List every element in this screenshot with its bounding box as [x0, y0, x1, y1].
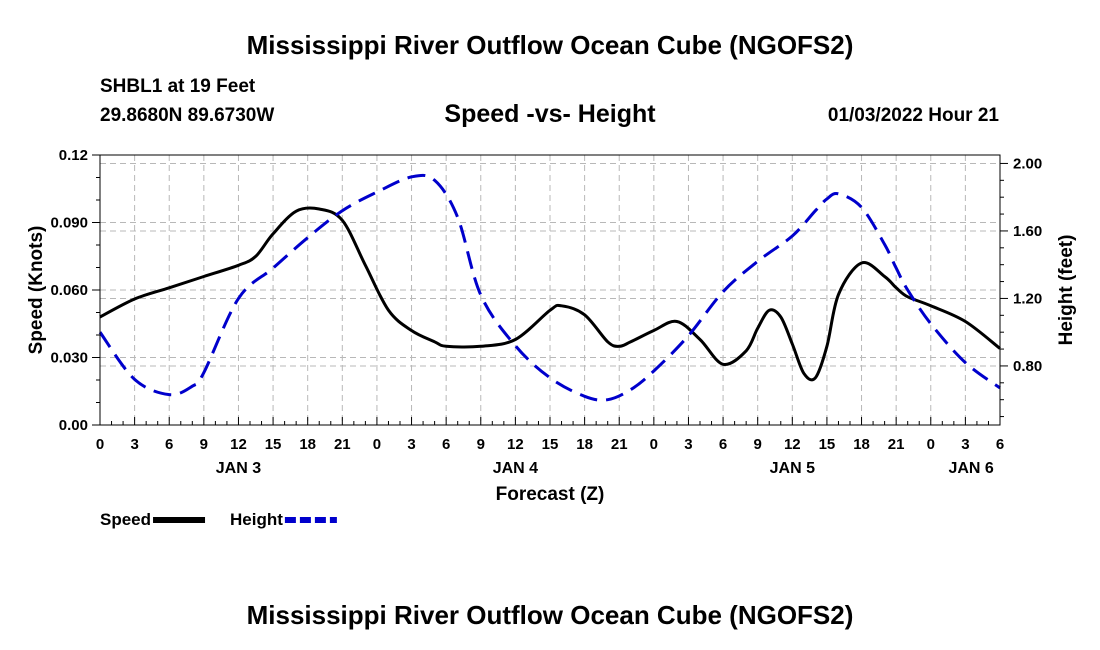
y-left-tick-label: 0.12 — [59, 147, 88, 164]
y-right-tick-label: 1.20 — [1013, 290, 1042, 307]
x-tick-label: 15 — [265, 436, 282, 453]
x-tick-label: 21 — [888, 436, 905, 453]
y-right-tick-label: 0.80 — [1013, 358, 1042, 375]
x-tick-label: 21 — [334, 436, 351, 453]
x-tick-label: 12 — [784, 436, 801, 453]
x-tick-label: 6 — [719, 436, 727, 453]
x-tick-label: 12 — [507, 436, 524, 453]
x-tick-label: 3 — [961, 436, 969, 453]
x-tick-label: 18 — [576, 436, 593, 453]
legend-label-speed: Speed — [100, 510, 151, 529]
legend: Speed Height — [100, 510, 337, 529]
series-line-speed — [99, 206, 1001, 382]
x-tick-label: 3 — [130, 436, 138, 453]
x-tick-label: 9 — [754, 436, 762, 453]
y-left-tick-label: 0.00 — [59, 417, 88, 434]
x-tick-label: 3 — [684, 436, 692, 453]
series — [98, 173, 1001, 402]
x-tick-label: 6 — [165, 436, 173, 453]
x-tick-label: 9 — [477, 436, 485, 453]
x-tick-label: 12 — [230, 436, 247, 453]
x-tick-label: 15 — [542, 436, 559, 453]
day-label: JAN 6 — [948, 460, 993, 477]
main-title: Mississippi River Outflow Ocean Cube (NG… — [246, 30, 854, 60]
forecast-datetime: 01/03/2022 Hour 21 — [827, 105, 999, 126]
x-tick-label: 18 — [853, 436, 870, 453]
day-label: JAN 5 — [770, 460, 815, 477]
x-tick-label: 0 — [373, 436, 381, 453]
x-tick-label: 18 — [299, 436, 316, 453]
x-axis-title: Forecast (Z) — [496, 484, 605, 505]
x-tick-label: 0 — [650, 436, 658, 453]
legend-label-height: Height — [230, 510, 283, 529]
day-label: JAN 3 — [216, 460, 261, 477]
coordinates-label: 29.8680N 89.6730W — [100, 105, 275, 126]
x-tick-label: 3 — [407, 436, 415, 453]
y-left-tick-label: 0.030 — [50, 350, 88, 367]
x-tick-label: 6 — [442, 436, 450, 453]
y-left-axis-title: Speed (Knots) — [26, 226, 47, 355]
y-right-tick-label: 1.60 — [1013, 223, 1042, 240]
axes: 0 3 6 9 12 15 18 21 0 3 6 9 12 15 18 21 0 3 6 9 12 15 18 21 0 3 6 0… — [26, 147, 1077, 505]
x-tick-label: 9 — [200, 436, 208, 453]
grid — [100, 155, 1000, 425]
y-right-axis-title: Height (feet) — [1056, 235, 1077, 346]
y-left-tick-label: 0.060 — [50, 282, 88, 299]
x-tick-label: 0 — [96, 436, 104, 453]
x-tick-label: 15 — [819, 436, 836, 453]
y-right-tick-label: 2.00 — [1013, 155, 1042, 172]
station-label: SHBL1 at 19 Feet — [100, 76, 256, 97]
series-line-height — [98, 173, 1001, 402]
x-tick-label: 0 — [927, 436, 935, 453]
day-label: JAN 4 — [493, 460, 538, 477]
x-tick-label: 6 — [996, 436, 1004, 453]
chart-title: Speed -vs- Height — [444, 100, 656, 128]
footer-title: Mississippi River Outflow Ocean Cube (NG… — [246, 600, 854, 630]
x-tick-label: 21 — [611, 436, 628, 453]
y-left-tick-label: 0.090 — [50, 215, 88, 232]
